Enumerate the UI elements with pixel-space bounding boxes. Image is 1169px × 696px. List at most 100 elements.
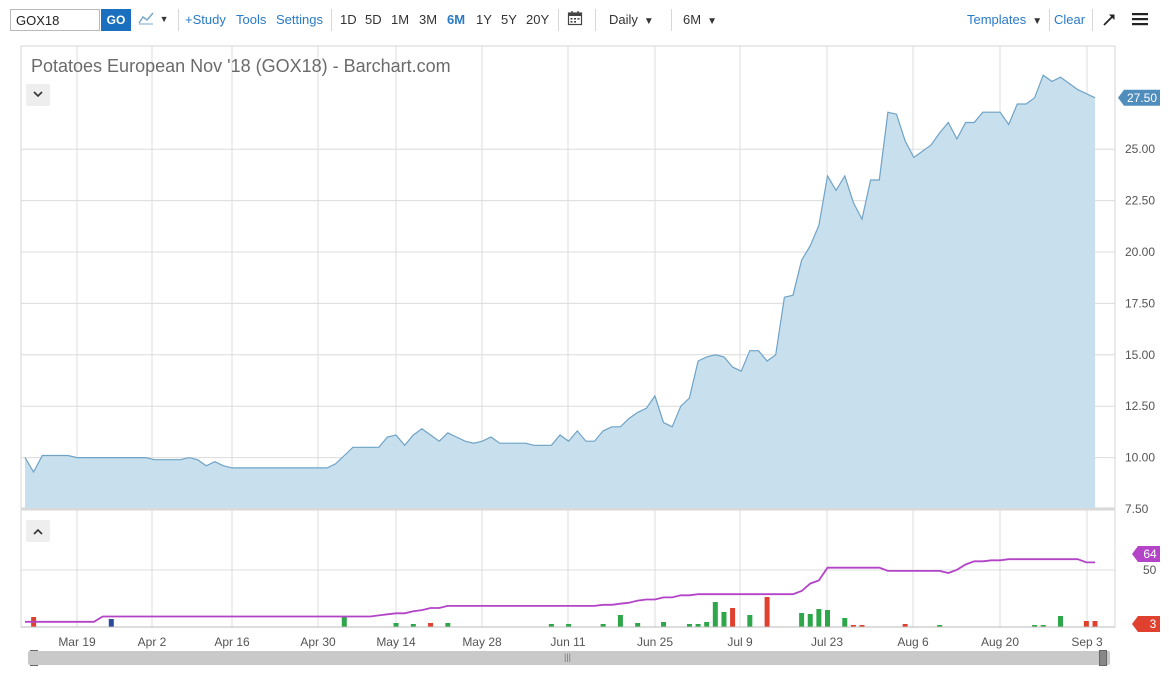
calendar-button[interactable]: [567, 10, 583, 30]
chart-type-selector[interactable]: ▼: [138, 11, 169, 30]
period-button-1y[interactable]: 1Y: [476, 12, 492, 27]
study-collapse-button[interactable]: [26, 520, 50, 542]
range-dropdown[interactable]: 6M ▼: [683, 12, 717, 30]
volume-bar: [1057, 616, 1063, 627]
symbol-input[interactable]: GOX18: [10, 9, 100, 31]
volume-last-label: 3: [1150, 617, 1157, 631]
price-tick-label: 25.00: [1125, 142, 1155, 156]
last-price-badge: [1118, 89, 1160, 106]
x-tick-label: Sep 3: [1071, 635, 1103, 649]
volume-bar: [704, 622, 710, 627]
volume-bar: [695, 624, 701, 627]
price-tick-label: 7.50: [1125, 502, 1149, 516]
line-chart-icon: [138, 12, 154, 25]
price-panel: [24, 74, 1096, 508]
price-area: [25, 75, 1095, 508]
volume-bar: [661, 622, 667, 627]
templates-dropdown[interactable]: Templates ▼: [967, 12, 1042, 30]
period-button-1m[interactable]: 1M: [391, 12, 410, 27]
price-collapse-button[interactable]: [26, 84, 50, 106]
chart-toolbar: GOX18 GO ▼ +Study Tools Settings 1D 5D 1M 3…: [0, 0, 1169, 40]
volume-bar: [428, 623, 434, 627]
period-button-3m[interactable]: 3M: [419, 12, 438, 27]
time-scrollbar[interactable]: |||: [28, 651, 1110, 665]
calendar-icon: [567, 11, 583, 26]
x-tick-label: Apr 16: [214, 635, 250, 649]
volume-bar: [635, 623, 641, 627]
volume-bar: [445, 623, 451, 627]
volume-bar: [825, 610, 830, 627]
period-button-20y[interactable]: 20Y: [526, 12, 550, 27]
study-panel: [25, 558, 1095, 623]
scroll-handle-right[interactable]: [1099, 650, 1107, 666]
volume-bar: [548, 624, 554, 627]
clear-button[interactable]: Clear: [1054, 12, 1086, 27]
x-tick-label: Mar 19: [58, 635, 96, 649]
price-tick-label: 17.50: [1125, 296, 1155, 310]
chart-svg: Mar 19 Apr 2 Apr 16 Apr 30 May 14 May 28 Jun 1…: [20, 45, 1160, 649]
hamburger-menu-icon: [1132, 13, 1148, 26]
expand-button[interactable]: [1102, 13, 1116, 31]
study-tick-label: 50: [1143, 563, 1157, 577]
x-tick-label: Aug 20: [981, 635, 1019, 649]
volume-bar: [859, 625, 865, 627]
chevron-down-icon: ▼: [159, 14, 169, 24]
volume-bar: [816, 609, 822, 627]
volume-last-badge: [1132, 616, 1160, 632]
volume-bar: [1032, 625, 1038, 627]
go-button[interactable]: GO: [101, 9, 131, 31]
period-button-1d[interactable]: 1D: [340, 12, 357, 27]
volume-bar: [850, 625, 856, 627]
x-tick-label: May 28: [462, 635, 502, 649]
chart-area: Mar 19 Apr 2 Apr 16 Apr 30 May 14 May 28 Jun 1…: [0, 40, 1169, 680]
period-button-5d[interactable]: 5D: [365, 12, 382, 27]
tools-button[interactable]: Tools: [236, 12, 267, 27]
volume-bar: [1083, 621, 1089, 627]
chevron-down-icon: ▼: [1032, 16, 1043, 27]
volume-bars: [31, 597, 1098, 627]
last-price-label: 27.50: [1127, 91, 1157, 105]
volume-bar: [747, 615, 753, 627]
range-label: 6M: [683, 12, 702, 27]
separator: [178, 9, 179, 31]
volume-bar: [937, 625, 943, 627]
period-button-6m[interactable]: 6M: [447, 12, 466, 27]
x-tick-label: Jun 11: [550, 635, 585, 649]
volume-bar: [730, 608, 736, 627]
x-tick-label: Apr 2: [138, 635, 167, 649]
study-last-label: 64: [1143, 547, 1157, 561]
chevron-down-icon: ▼: [707, 16, 717, 27]
price-tick-label: 20.00: [1125, 245, 1155, 259]
chevron-down-icon: [33, 91, 43, 98]
period-button-5y[interactable]: 5Y: [501, 12, 517, 27]
volume-bar: [799, 613, 805, 627]
price-tick-label: 15.00: [1125, 348, 1155, 362]
volume-bar: [600, 624, 606, 627]
volume-bar: [341, 616, 347, 627]
volume-bar: [842, 618, 848, 627]
volume-bar: [566, 624, 572, 627]
separator: [595, 9, 596, 31]
volume-bar: [764, 597, 770, 627]
chevron-down-icon: ▼: [643, 16, 654, 27]
volume-bar: [108, 619, 114, 627]
separator: [1092, 9, 1093, 31]
chevron-up-icon: [33, 528, 43, 535]
x-tick-label: May 14: [376, 635, 416, 649]
settings-button[interactable]: Settings: [276, 12, 323, 27]
add-study-button[interactable]: +Study: [185, 12, 226, 27]
separator: [331, 9, 332, 31]
menu-button[interactable]: [1132, 12, 1148, 30]
study-last-badge: [1132, 546, 1160, 562]
x-tick-label: Jul 9: [727, 635, 753, 649]
volume-bar: [1040, 625, 1046, 627]
volume-bar: [712, 602, 718, 627]
price-tick-label: 22.50: [1125, 194, 1155, 208]
study-line: [25, 558, 1095, 623]
volume-bar: [410, 624, 416, 627]
volume-bar: [721, 612, 727, 627]
interval-dropdown[interactable]: Daily ▼: [609, 12, 654, 30]
expand-arrow-icon: [1103, 14, 1115, 26]
volume-bar: [686, 624, 692, 627]
x-tick-label: Jun 25: [637, 635, 673, 649]
